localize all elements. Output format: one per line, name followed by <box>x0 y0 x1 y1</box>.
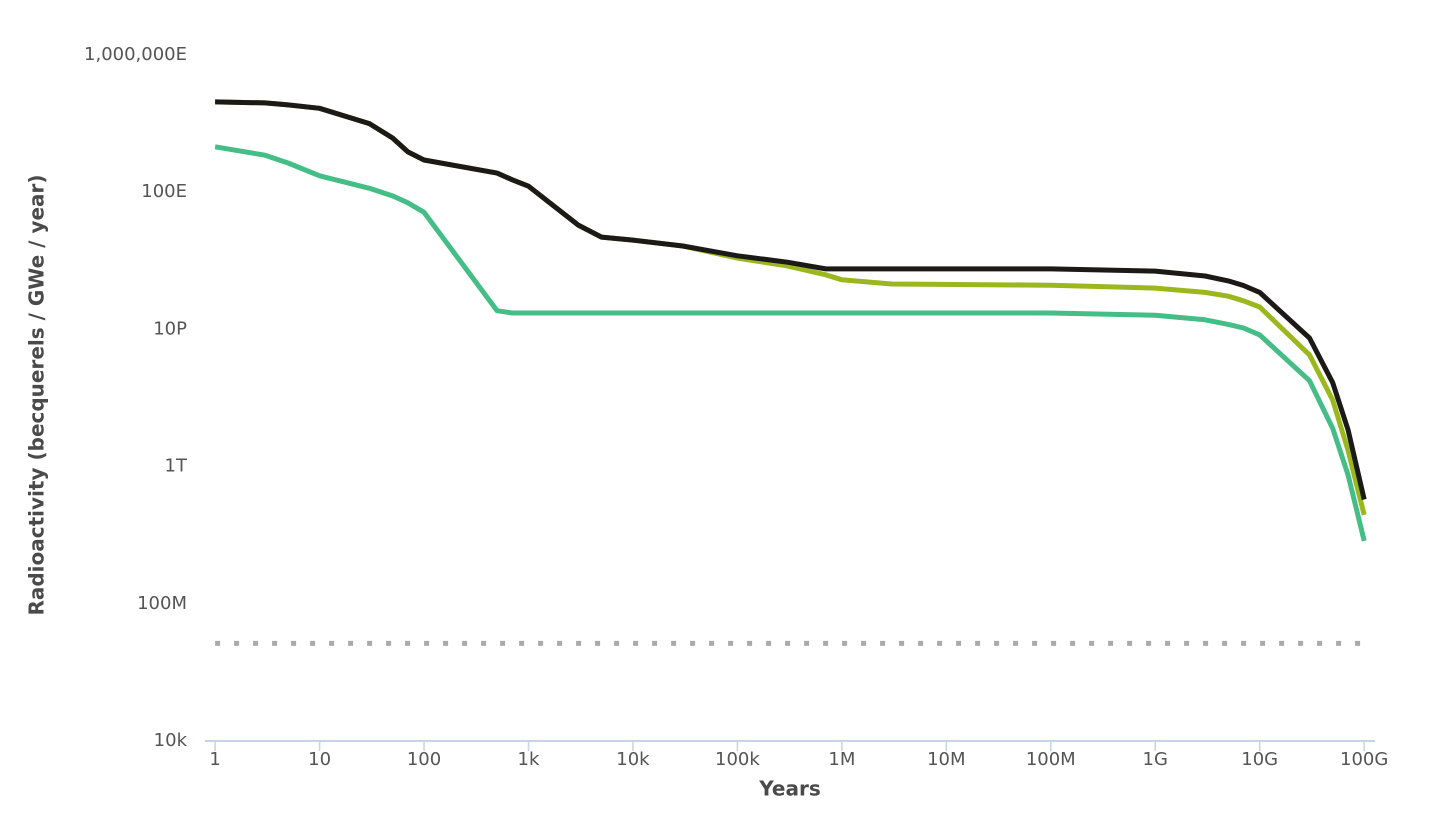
y-tick-label: 100E <box>141 181 187 202</box>
y-tick-label: 10P <box>153 318 187 339</box>
series-line <box>214 144 1367 542</box>
x-tick-label: 10 <box>308 749 331 770</box>
x-tick-label: 10M <box>927 749 965 770</box>
x-axis-title: Years <box>758 777 820 801</box>
x-tick-label: 100M <box>1026 749 1076 770</box>
x-tick-label: 10k <box>616 749 650 770</box>
y-tick-label: 1T <box>165 456 188 477</box>
x-tick-label: 1k <box>518 749 540 770</box>
x-tick-label: 1 <box>209 749 220 770</box>
x-tick-label: 100G <box>1340 749 1388 770</box>
x-tick-label: 1G <box>1143 749 1168 770</box>
series-line <box>215 99 1367 516</box>
x-tick-label: 1M <box>828 749 855 770</box>
y-tick-label: 10k <box>154 730 188 751</box>
x-tick-label: 100 <box>407 749 441 770</box>
y-tick-label: 1,000,000E <box>84 44 187 65</box>
y-axis-title: Radioactivity (becquerels / GWe / year) <box>25 174 49 615</box>
series-line <box>215 99 1367 501</box>
x-tick-label: 100k <box>715 749 760 770</box>
y-tick-label: 100M <box>137 593 187 614</box>
x-tick-label: 10G <box>1241 749 1278 770</box>
